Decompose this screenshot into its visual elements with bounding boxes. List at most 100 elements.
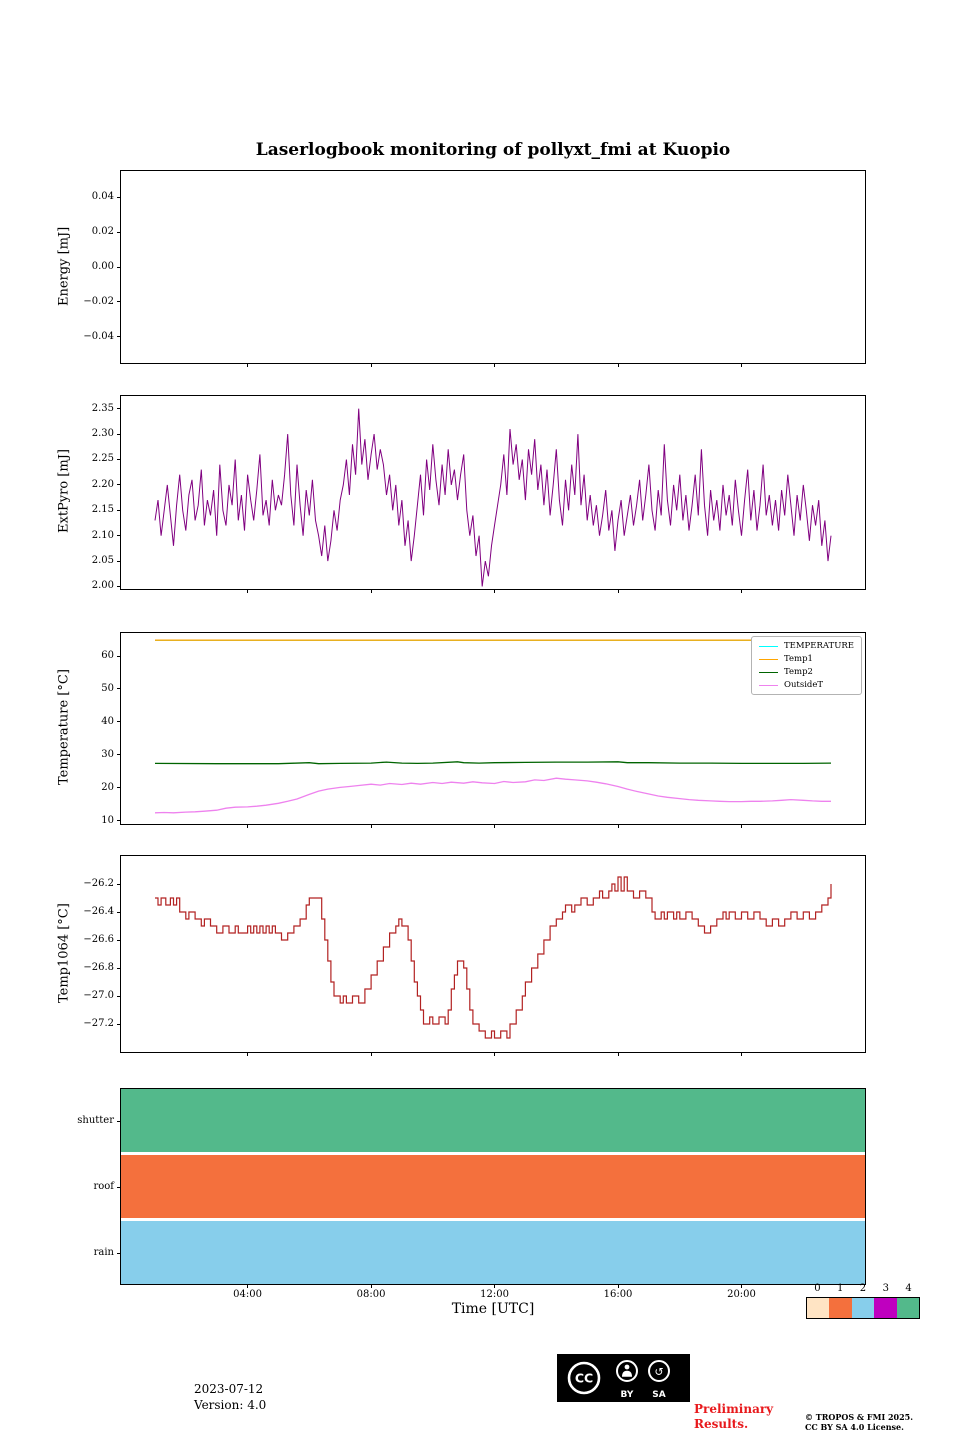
colorbar-cell [807,1298,830,1318]
series-temp2 [154,761,832,765]
y-tick-mark [117,820,121,822]
date-text: 2023-07-12 [194,1382,264,1396]
version-text: Version: 4.0 [194,1398,267,1412]
energy-subplot: Energy [mJ] 0.04 0.02 0.00 −0.02 −0.04 [0,170,960,367]
y-tick-label: 2.30 [91,428,114,440]
colorbar-tick-label: 4 [905,1283,912,1294]
y-tick-label: 40 [101,715,114,727]
x-axis-label: Time [UTC] [451,1301,535,1317]
x-tick-mark [741,1052,742,1056]
colorbar-cell [829,1298,852,1318]
legend-line-sample [758,684,778,686]
y-tick-label: 0.00 [91,261,114,272]
x-tick-mark [370,1284,372,1288]
x-tick-mark [741,824,742,828]
by-person-head-icon [624,1364,630,1370]
preliminary-line1: Preliminary [694,1402,774,1416]
x-tick-mark [247,1052,249,1056]
series-temp1064 [155,876,832,1039]
x-tick-label: 16:00 [603,1289,633,1300]
cc-license-badge: CC BY ↺ SA [557,1354,690,1402]
y-tick-label: −27.2 [83,1018,114,1029]
y-tick-mark [117,754,121,756]
y-tick-mark [117,585,121,587]
y-tick-label: −0.04 [83,330,114,342]
x-tick-mark [247,824,249,828]
colorbar-tick-label: 1 [837,1283,844,1294]
status-colorbar: 0 1 2 3 4 [806,1283,920,1319]
y-tick-label: −26.6 [83,934,114,945]
legend-line-sample [758,671,778,673]
x-tick-mark [247,363,249,367]
x-tick-mark [741,589,742,593]
x-tick-mark [370,589,372,593]
extpyro-subplot: ExtPyro [mJ] 2.35 2.30 2.25 2.20 2.15 2.10 2.0… [0,395,960,593]
y-tick-mark [117,1186,121,1188]
y-tick-mark [117,266,121,268]
x-tick-mark [494,824,496,828]
y-tick-label: 30 [101,748,114,760]
cc-icon-text: CC [575,1371,593,1386]
temp1064-subplot: Temp1064 [°C] −26.2 −26.4 −26.6 −26.8 −27.0−… [0,855,960,1056]
y-tick-label: 2.00 [91,580,114,592]
y-tick-label: −26.2 [83,878,114,889]
preliminary-line2: Results. [694,1417,749,1431]
y-tick-label: 2.15 [91,504,114,516]
status-row-label: roof [93,1180,114,1192]
y-tick-label: 60 [101,650,114,662]
y-tick-mark [117,196,121,198]
x-tick-mark [370,824,372,828]
x-tick-label: 20:00 [727,1289,756,1300]
legend-item: Temp1 [758,654,854,664]
y-tick-mark [117,535,121,537]
temp1064-plot-canvas [155,876,832,1039]
copyright-note: © TROPOS & FMI 2025. CC BY SA 4.0 Licens… [805,1412,913,1432]
temperature-plot-canvas [154,639,832,814]
copyright-line2: CC BY SA 4.0 License. [805,1422,904,1432]
y-tick-label: 10 [101,814,114,826]
copyright-line1: © TROPOS & FMI 2025. [805,1412,914,1422]
x-tick-mark [617,1284,619,1288]
x-tick-mark [617,589,619,593]
x-tick-mark [370,1052,372,1056]
x-tick-mark [370,363,372,367]
y-tick-mark [117,458,121,460]
preliminary-note: Preliminary Results. [694,1402,773,1432]
sa-circle-icon [648,1360,670,1382]
status-row-label: shutter [77,1114,114,1126]
colorbar-tick-label: 3 [882,1283,889,1294]
plot-legend: TEMPERATURE Temp1 Temp2 OutsideT [750,636,862,695]
series-outsidet [154,777,831,814]
y-tick-label: 2.25 [91,453,114,465]
extpyro-axes: 2.35 2.30 2.25 2.20 2.15 2.10 2.05 2.00 [92,395,866,593]
y-tick-label: 2.10 [91,529,114,541]
y-tick-mark [117,336,121,338]
cc-circle-icon [567,1361,601,1395]
temp1064-axes: −26.2 −26.4 −26.6 −26.8 −27.0 −27.2 [83,855,866,1056]
y-tick-mark [117,967,121,969]
colorbar-tick-label: 2 [859,1283,867,1294]
colorbar-cell [896,1298,920,1318]
status-band-rain [121,1221,865,1284]
y-tick-label: 20 [101,781,114,793]
y-tick-label: −0.02 [83,295,114,307]
y-tick-label: 2.05 [91,555,114,567]
date-version-block: 2023-07-12 Version: 4.0 [194,1381,266,1413]
y-tick-mark [117,939,121,941]
energy-axes: 0.04 0.02 0.00 −0.02 −0.04 [83,170,866,367]
sa-label: SA [652,1390,665,1400]
y-tick-label: −26.4 [83,906,114,917]
y-tick-mark [117,1252,121,1254]
y-tick-mark [117,655,121,657]
y-tick-mark [117,560,121,562]
x-tick-mark [247,1284,249,1288]
figure-title: Laserlogbook monitoring of pollyxt_fmi a… [255,140,731,160]
x-tick-mark [494,363,496,367]
legend-item: Temp2 [758,667,854,677]
x-tick-mark [494,1284,496,1288]
y-tick-label: 2.35 [91,402,114,414]
sa-arrow-icon: ↺ [654,1366,663,1379]
legend-label: TEMPERATURE [783,641,854,651]
status-subplot: shutter roof rain 04:00 08:00 12:00 16:00 20:00 [0,1088,960,1300]
temperature-axes: 60 50 40 30 20 10 TEMPERATURE Temp1 Temp2 Outside… [101,632,866,828]
